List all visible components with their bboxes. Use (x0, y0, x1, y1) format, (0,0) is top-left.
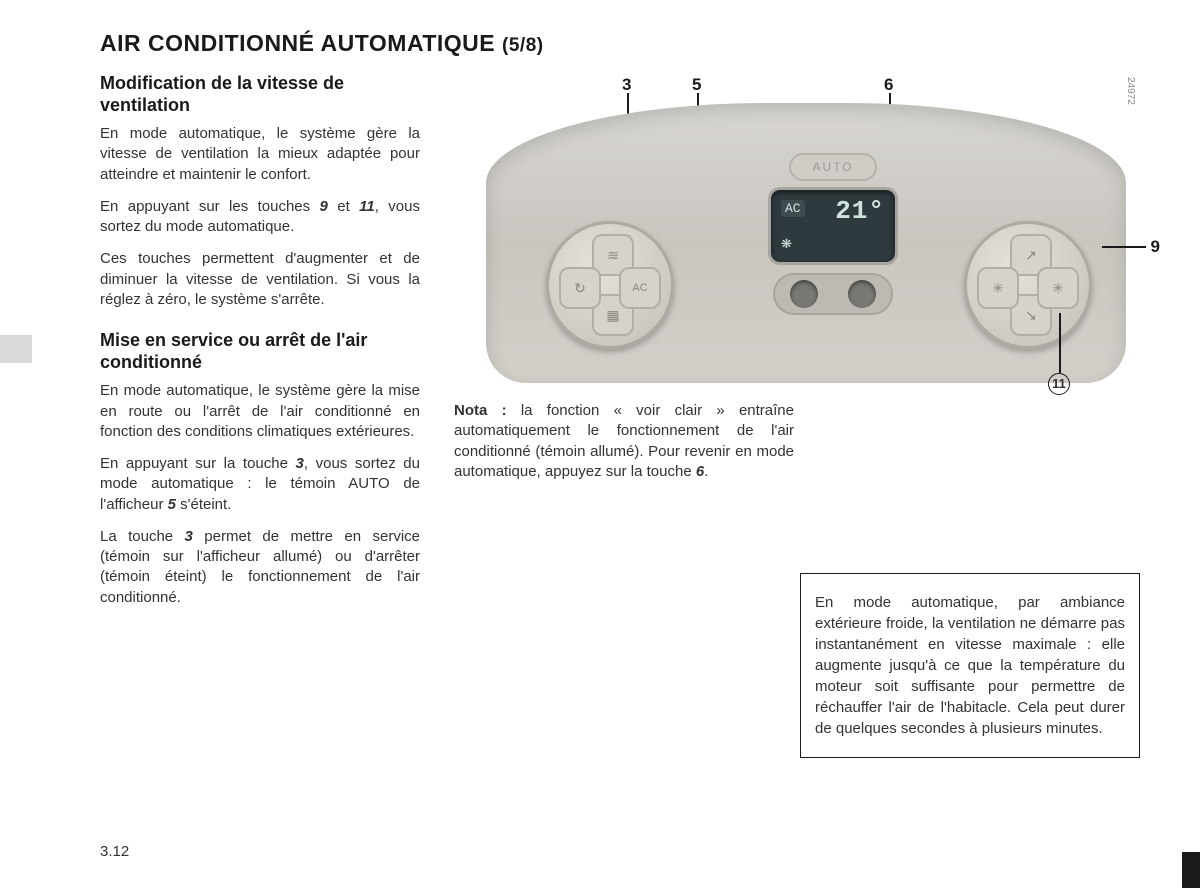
ac-indicator: AC (781, 200, 805, 217)
callout-6-label: 6 (884, 75, 893, 95)
corner-marker (1182, 852, 1200, 888)
section2-p2: En appuyant sur la touche 3, vous sortez… (100, 454, 420, 515)
section1-heading: Modification de la vitesse de ventilatio… (100, 73, 420, 116)
text: En appuyant sur les touches (100, 198, 320, 215)
page-number: 3.12 (100, 843, 129, 860)
sensor-panel (773, 273, 893, 315)
text: s'éteint. (176, 496, 231, 513)
page-title: AIR CONDITIONNÉ AUTOMATIQUE (5/8) (100, 30, 1140, 57)
dashboard-panel: AUTO AC 21° ❋ ≋ (486, 103, 1126, 383)
right-dial: ↗ ↘ ✳ ✳ (964, 221, 1092, 349)
sensor-left (790, 280, 818, 308)
right-column: 24972 3 5 6 AUTO AC 21° (454, 73, 1140, 620)
ref-11: 11 (359, 198, 375, 215)
left-dpad: ≋ ▦ ↻ AC (563, 238, 657, 332)
fan-icon: ❋ (781, 232, 792, 254)
manual-page: AIR CONDITIONNÉ AUTOMATIQUE (5/8) Modifi… (0, 0, 1200, 888)
photo-reference: 24972 (1125, 77, 1136, 105)
title-page-indicator: (5/8) (502, 35, 544, 56)
fan-minus-icon: ✳ (977, 267, 1019, 309)
ac-button-icon: AC (619, 267, 661, 309)
climate-control-diagram: 24972 3 5 6 AUTO AC 21° (454, 73, 1134, 393)
sensor-right (848, 280, 876, 308)
section1-p1: En mode automatique, le système gère la … (100, 124, 420, 185)
content-columns: Modification de la vitesse de ventilatio… (100, 73, 1140, 620)
recirculate-icon: ↻ (559, 267, 601, 309)
ref-9: 9 (320, 198, 328, 215)
text: La touche (100, 528, 185, 545)
lcd-display: AC 21° ❋ (768, 187, 898, 265)
nota-paragraph: Nota : la fonction « voir clair » entraî… (454, 401, 794, 482)
leader-11 (1059, 313, 1061, 373)
nota-text-b: . (704, 463, 708, 480)
ref-5: 5 (168, 496, 176, 513)
callout-11-label: 11 (1048, 373, 1070, 395)
callout-5-label: 5 (692, 75, 701, 95)
ref-6: 6 (696, 463, 704, 480)
section2-p3: La touche 3 permet de mettre en service … (100, 527, 420, 608)
left-column: Modification de la vitesse de ventilatio… (100, 73, 420, 620)
auto-button: AUTO (789, 153, 877, 181)
section2-heading: Mise en service ou arrêt de l'air condit… (100, 330, 420, 373)
section-tab (0, 335, 32, 363)
text: et (328, 198, 359, 215)
info-box-text: En mode automatique, par ambiance extéri… (815, 592, 1125, 739)
fan-plus-icon: ✳ (1037, 267, 1079, 309)
ref-3b: 3 (185, 528, 193, 545)
right-dpad: ↗ ↘ ✳ ✳ (981, 238, 1075, 332)
info-box: En mode automatique, par ambiance extéri… (800, 573, 1140, 758)
title-text: AIR CONDITIONNÉ AUTOMATIQUE (100, 30, 495, 56)
callout-9-label: 9 (1151, 237, 1160, 257)
temperature-readout: 21° (835, 196, 885, 226)
leader-9 (1102, 246, 1146, 248)
section1-p3: Ces touches permettent d'augmenter et de… (100, 249, 420, 310)
callout-3-label: 3 (622, 75, 631, 95)
ref-3: 3 (296, 455, 304, 472)
section1-p2: En appuyant sur les touches 9 et 11, vou… (100, 197, 420, 238)
section2-p1: En mode automatique, le système gère la … (100, 381, 420, 442)
center-display-unit: AUTO AC 21° ❋ (748, 153, 918, 353)
text: En appuyant sur la touche (100, 455, 296, 472)
left-dial: ≋ ▦ ↻ AC (546, 221, 674, 349)
nota-label: Nota : (454, 402, 507, 419)
